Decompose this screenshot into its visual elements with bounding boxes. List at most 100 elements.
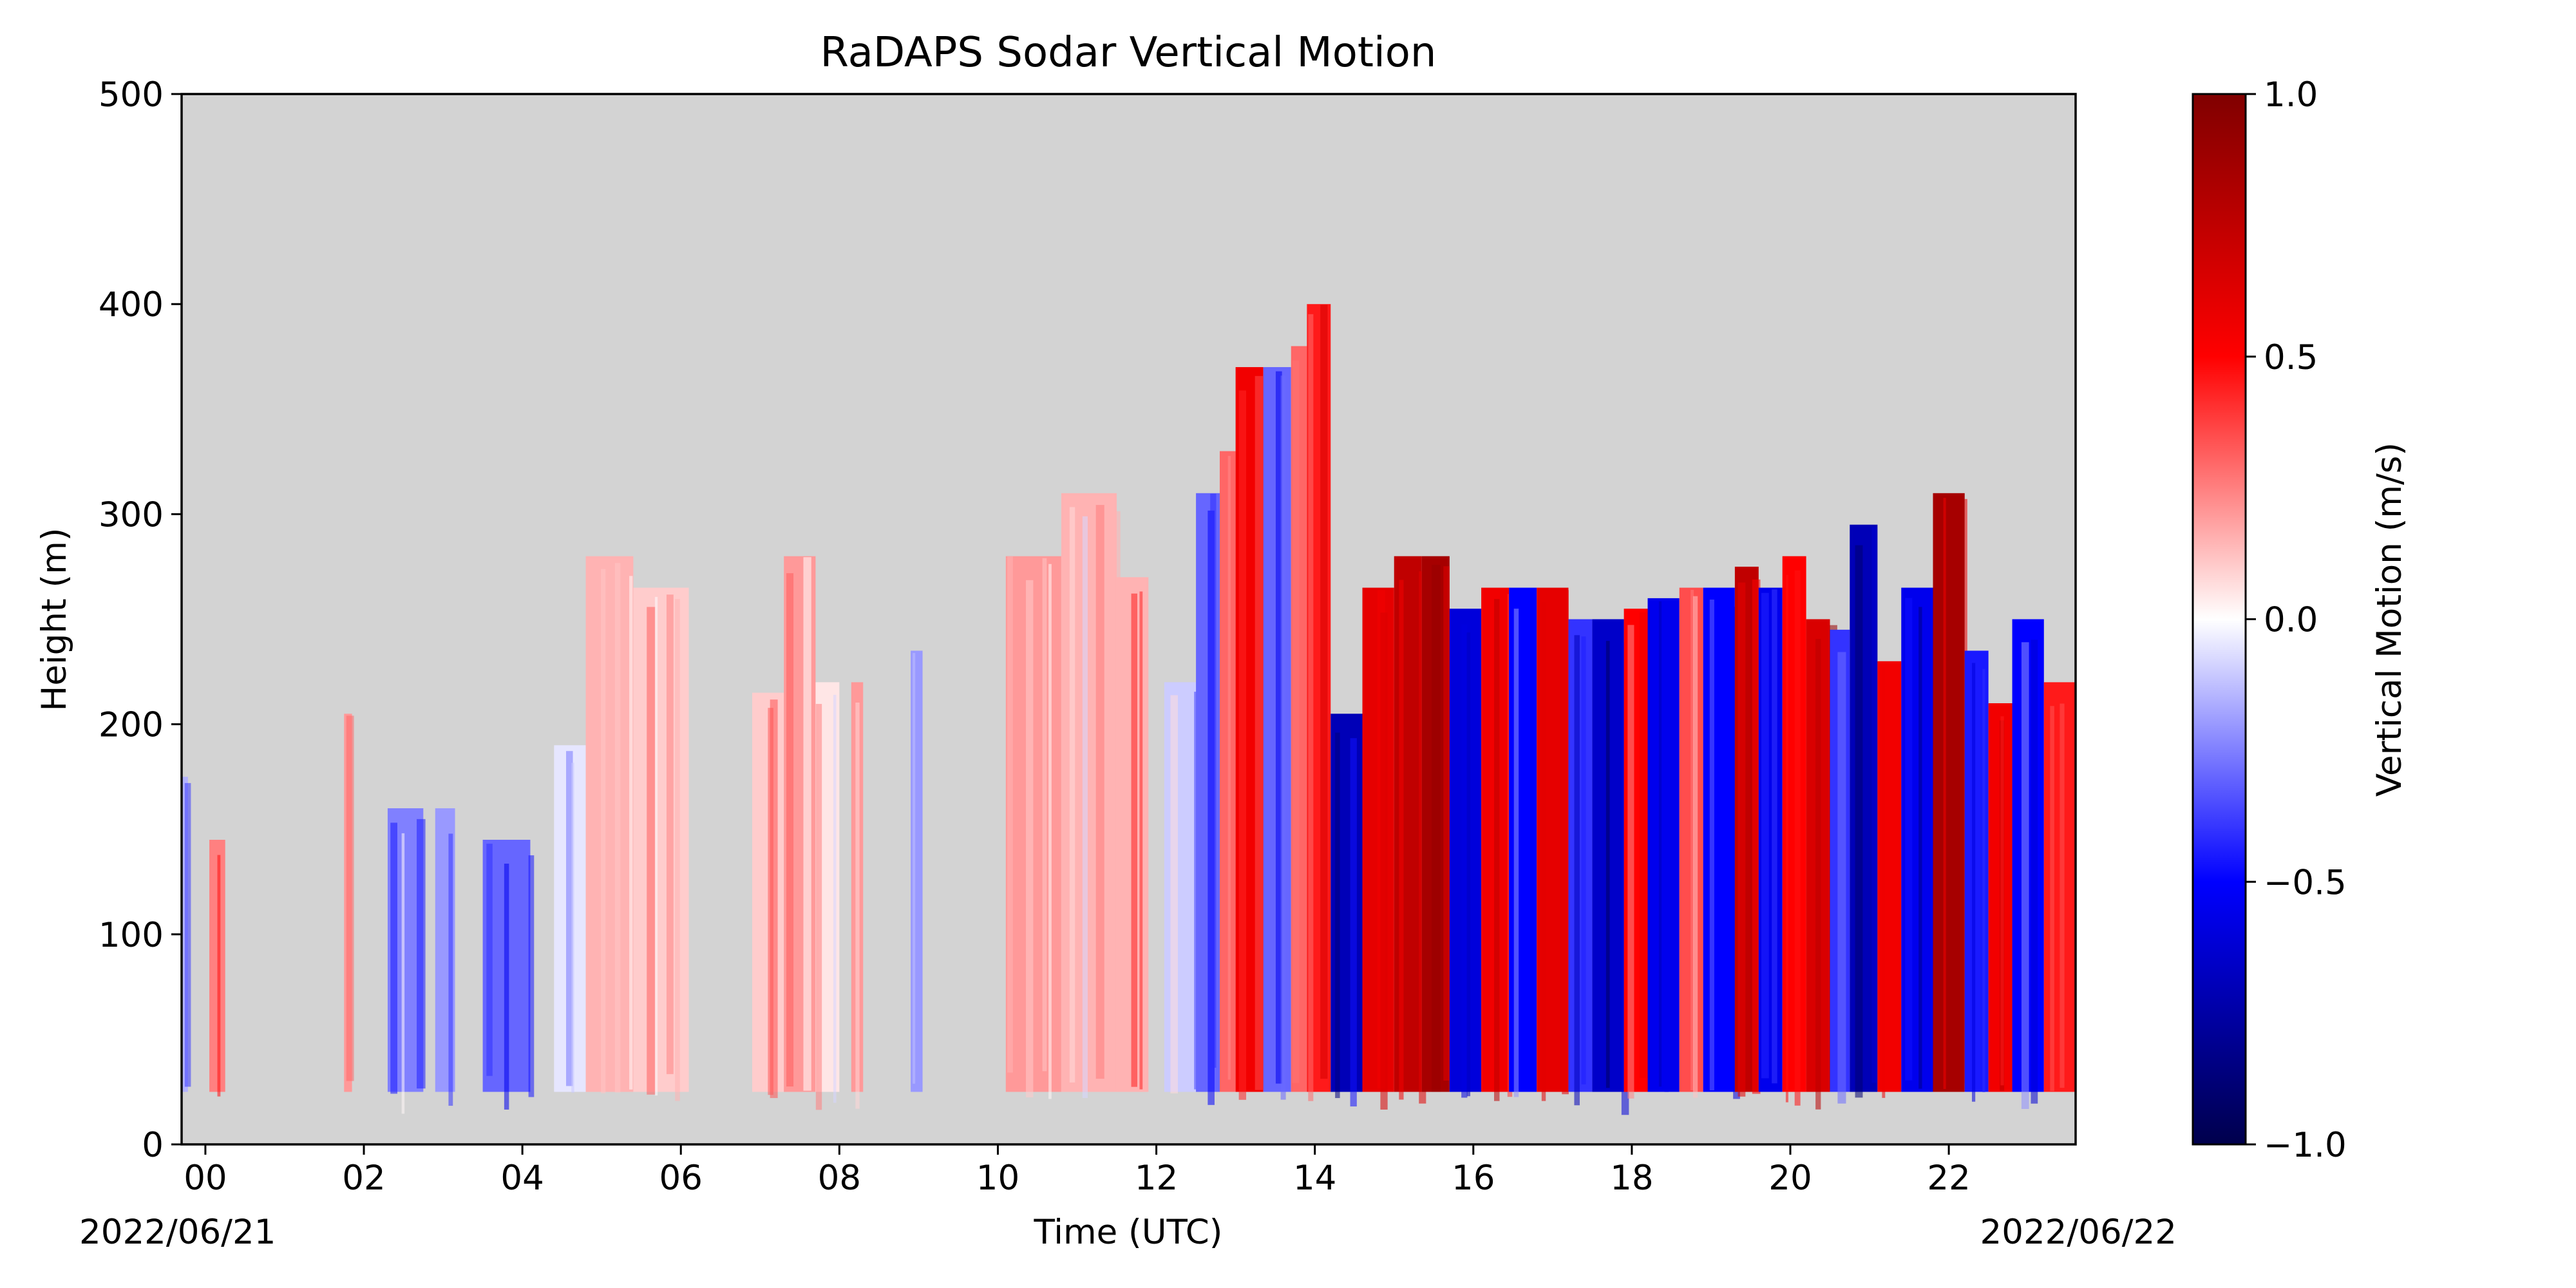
- data-streak: [1443, 566, 1450, 1081]
- data-streak: [1541, 602, 1546, 1101]
- data-streak: [1752, 579, 1761, 1094]
- data-streak: [1972, 663, 1976, 1102]
- data-streak: [614, 563, 621, 1093]
- y-axis-label: Height (m): [35, 527, 74, 711]
- y-axis: 0 100 200 300 400 500: [99, 75, 182, 1165]
- x-tick-label: 04: [500, 1159, 544, 1198]
- data-streak: [1738, 582, 1746, 1097]
- data-streak: [184, 782, 191, 1087]
- data-columns: [182, 304, 2076, 1115]
- colorbar-gradient: [2192, 93, 2247, 1146]
- data-streak: [1280, 375, 1286, 1100]
- data-streak: [1581, 636, 1586, 1084]
- end-date-label: 2022/06/22: [1980, 1213, 2177, 1252]
- data-streak: [1350, 738, 1357, 1107]
- data-column: [1568, 619, 1593, 1092]
- data-streak: [1605, 641, 1610, 1088]
- data-streak: [1627, 625, 1634, 1099]
- data-streak: [2031, 639, 2038, 1104]
- data-streak: [1275, 371, 1282, 1084]
- x-tick-label: 22: [1927, 1159, 1970, 1198]
- plot-area: [180, 93, 2077, 1146]
- x-tick-label: 08: [818, 1159, 861, 1198]
- data-streak: [1432, 564, 1441, 1092]
- data-streak: [1918, 607, 1922, 1089]
- start-date-label: 2022/06/21: [79, 1213, 276, 1252]
- data-streak: [1210, 493, 1217, 1068]
- data-streak: [1639, 612, 1649, 1078]
- data-column: [585, 556, 634, 1092]
- data-streak: [448, 833, 453, 1106]
- data-streak: [1664, 612, 1669, 1092]
- data-streak: [1530, 591, 1533, 1084]
- x-tick-label: 14: [1293, 1159, 1336, 1198]
- data-streak: [217, 855, 221, 1097]
- data-streak: [1026, 580, 1034, 1097]
- y-tick-label: 100: [99, 916, 164, 955]
- x-tick-label: 20: [1768, 1159, 1812, 1198]
- data-streak: [1292, 360, 1300, 1083]
- data-column: [1703, 587, 1735, 1092]
- data-column: [2043, 682, 2076, 1092]
- data-streak: [566, 751, 573, 1086]
- data-streak: [504, 864, 509, 1110]
- data-streak: [1069, 507, 1075, 1083]
- data-streak: [2000, 716, 2004, 1086]
- data-streak: [1692, 596, 1698, 1098]
- colorbar-tick-label: 0.5: [2264, 338, 2318, 377]
- y-tick-label: 300: [99, 495, 164, 535]
- data-streak: [833, 694, 837, 1103]
- colorbar: 1.0 0.5 0.0 −0.5 −1.0 Vertical Motion (m/s): [2192, 75, 2409, 1165]
- data-column: [1164, 682, 1197, 1092]
- data-streak: [390, 822, 398, 1094]
- chart-title: RaDAPS Sodar Vertical Motion: [820, 29, 1437, 77]
- data-streak: [1690, 589, 1694, 1090]
- data-streak: [666, 594, 674, 1074]
- colorbar-tick-label: 0.0: [2264, 601, 2318, 640]
- data-streak: [401, 833, 405, 1114]
- data-streak: [1837, 652, 1846, 1104]
- data-streak: [1574, 635, 1580, 1106]
- data-streak: [1709, 599, 1714, 1091]
- x-tick-label: 10: [976, 1159, 1019, 1198]
- data-streak: [1095, 505, 1104, 1079]
- data-streak: [1882, 667, 1886, 1098]
- data-column: [911, 650, 923, 1092]
- data-streak: [1761, 592, 1769, 1079]
- data-streak: [1905, 598, 1913, 1081]
- data-streak: [770, 699, 778, 1099]
- data-streak: [1227, 455, 1231, 1080]
- data-streak: [571, 762, 574, 1093]
- data-streak: [601, 569, 606, 1094]
- data-streak: [1785, 574, 1788, 1103]
- data-column: [1061, 493, 1117, 1092]
- data-streak: [1042, 558, 1047, 1072]
- data-streak: [2050, 706, 2054, 1092]
- data-streak: [528, 855, 535, 1097]
- y-tick-label: 0: [142, 1126, 164, 1165]
- x-tick-label: 02: [342, 1159, 385, 1198]
- data-streak: [815, 704, 822, 1110]
- data-streak: [1131, 593, 1138, 1087]
- data-streak: [1943, 498, 1946, 1089]
- data-streak: [1871, 527, 1877, 1083]
- data-streak: [1007, 556, 1013, 1073]
- data-column: [1394, 556, 1422, 1092]
- data-streak: [1658, 601, 1662, 1087]
- x-tick-label: 16: [1452, 1159, 1495, 1198]
- x-tick-label: 12: [1135, 1159, 1178, 1198]
- data-streak: [1082, 516, 1088, 1098]
- data-column: [1647, 598, 1680, 1092]
- x-tick-label: 06: [659, 1159, 703, 1198]
- y-tick-label: 400: [99, 285, 164, 325]
- data-streak: [346, 715, 354, 1081]
- x-tick-label: 18: [1610, 1159, 1653, 1198]
- data-streak: [486, 844, 493, 1076]
- y-tick-label: 200: [99, 706, 164, 745]
- data-streak: [654, 596, 658, 1096]
- data-streak: [1772, 589, 1777, 1084]
- data-streak: [1466, 632, 1471, 1097]
- data-streak: [913, 652, 916, 1084]
- data-streak: [1815, 639, 1821, 1110]
